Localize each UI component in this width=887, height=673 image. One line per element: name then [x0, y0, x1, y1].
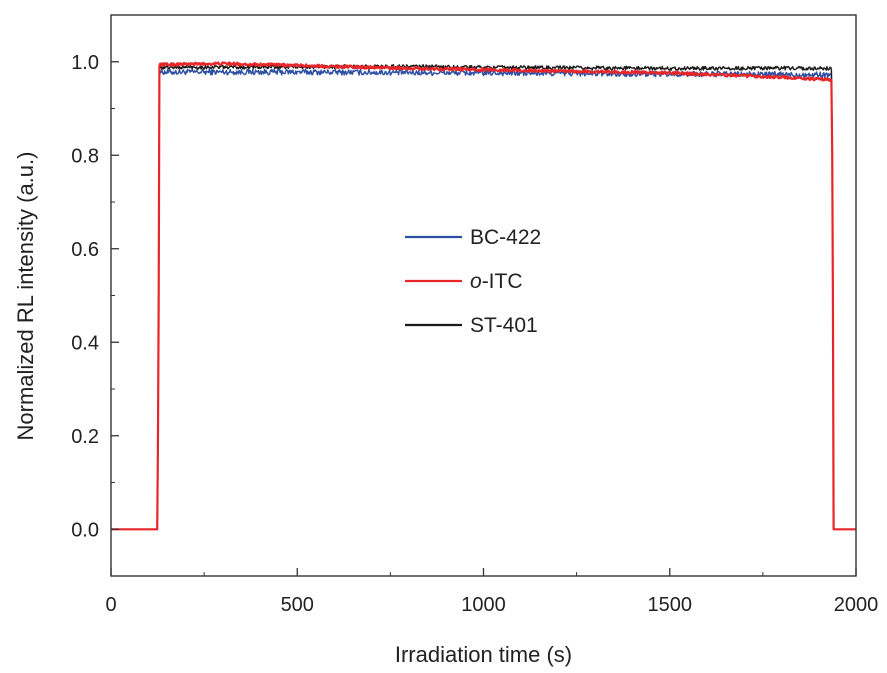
x-tick-label: 2000: [834, 594, 879, 616]
plot-frame: [110, 14, 857, 577]
y-tick-label: 0.2: [71, 426, 99, 448]
legend-label: BC-422: [470, 226, 541, 249]
legend-label-text: BC-422: [470, 226, 541, 249]
x-tick-label: 0: [105, 594, 116, 616]
x-tick-label: 1000: [461, 594, 506, 616]
y-tick-label: 0.6: [71, 239, 99, 261]
series-line-o-itc: [110, 61, 857, 531]
y-axis-title: Normalized RL intensity (a.u.): [13, 152, 38, 441]
x-tick-label: 500: [281, 594, 314, 616]
ticks-layer: 0 500 1000 1500 2000 0.0 0.2 0.4 0.6 0.8 1.0: [71, 14, 879, 616]
legend: BC-422 o-ITC ST-401: [405, 226, 541, 337]
y-tick-label: 1.0: [71, 52, 99, 74]
legend-label: ST-401: [470, 314, 538, 337]
series-line-bc-422: [110, 68, 856, 530]
y-tick-label: 0.4: [71, 332, 99, 354]
series-line-st-401: [110, 63, 856, 530]
y-tick-label: 0.0: [71, 519, 99, 541]
legend-label-text: -ITC: [482, 270, 523, 293]
legend-label-text: ST-401: [470, 314, 538, 337]
x-axis-title: Irradiation time (s): [395, 642, 572, 667]
legend-label-italic: o: [470, 270, 482, 293]
y-tick-label: 0.8: [71, 145, 99, 167]
x-tick-label: 1500: [648, 594, 693, 616]
legend-label: o-ITC: [470, 270, 523, 293]
series-layer: [110, 61, 857, 531]
